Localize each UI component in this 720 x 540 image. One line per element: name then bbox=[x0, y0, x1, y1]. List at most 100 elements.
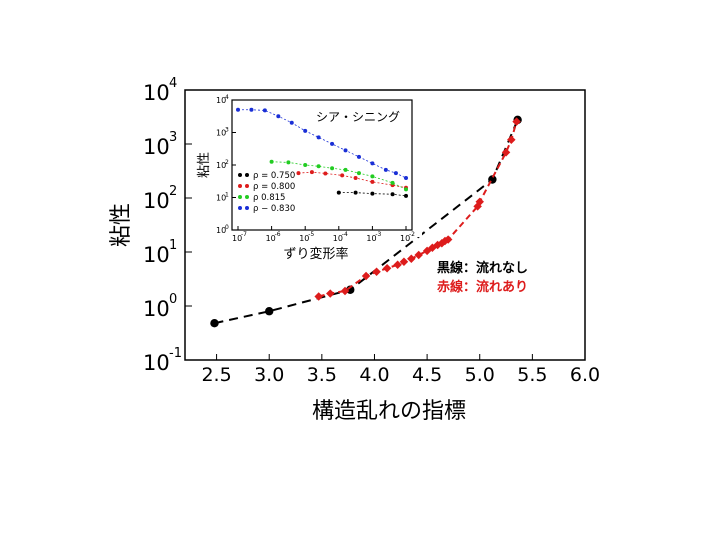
inset-legend-marker bbox=[245, 206, 249, 210]
red-data-point bbox=[314, 292, 323, 301]
inset-legend-marker bbox=[238, 206, 242, 210]
red-data-point bbox=[507, 135, 516, 144]
black-data-point bbox=[265, 307, 274, 316]
x-tick-label: 3.5 bbox=[307, 364, 337, 386]
inset-x-tick-label: 10 bbox=[266, 234, 276, 243]
inset-legend-marker bbox=[245, 173, 249, 177]
y-tick-exponent: 0 bbox=[169, 292, 177, 307]
red-data-point bbox=[393, 260, 402, 270]
main-x-label: 構造乱れの指標 bbox=[312, 399, 466, 424]
inset-x-tick-exponent: -3 bbox=[375, 231, 381, 238]
red-data-point bbox=[407, 254, 416, 263]
inset-data-point bbox=[404, 176, 408, 180]
x-tick-label: 4.5 bbox=[412, 364, 442, 386]
inset-legend-marker bbox=[238, 173, 242, 177]
inset-data-point bbox=[330, 141, 335, 146]
inset-y-label: 粘性 bbox=[197, 152, 212, 178]
inset-data-point bbox=[370, 161, 375, 166]
inset-data-point bbox=[404, 187, 408, 192]
inset-y-tick-label: 10 bbox=[216, 129, 226, 138]
inset-data-point bbox=[343, 167, 348, 172]
inset-legend-label: ρ − 0.830 bbox=[253, 204, 295, 214]
inset-data-point bbox=[356, 154, 361, 159]
x-tick-label: 6.0 bbox=[570, 364, 600, 386]
inset-data-point bbox=[370, 179, 375, 184]
red-data-point bbox=[443, 235, 453, 244]
inset-data-point bbox=[340, 173, 345, 178]
inset-data-point bbox=[303, 163, 308, 167]
inset-data-point bbox=[353, 190, 358, 195]
main-plot-frame bbox=[184, 89, 586, 361]
inset-x-tick-label: 10 bbox=[232, 234, 242, 243]
inset-x-tick-label: 10 bbox=[366, 234, 376, 243]
inset-data-point bbox=[289, 120, 294, 125]
inset-data-point bbox=[393, 171, 398, 176]
red-data-point bbox=[326, 289, 335, 298]
y-tick-label: 10 bbox=[143, 135, 170, 159]
inset-series-line bbox=[238, 109, 407, 179]
inset-legend-marker bbox=[245, 195, 249, 199]
inset-y-tick-exponent: 1 bbox=[225, 192, 229, 199]
inset-x-tick-label: 10 bbox=[299, 234, 309, 243]
inset-y-tick-exponent: 4 bbox=[225, 94, 229, 101]
inset-legend-label: ρ = 0.750 bbox=[253, 171, 295, 181]
inset-data-point bbox=[370, 174, 375, 179]
inset-data-point bbox=[236, 107, 240, 112]
red-data-point bbox=[340, 286, 350, 296]
inset-y-tick-label: 10 bbox=[216, 226, 226, 235]
y-tick-label: 10 bbox=[143, 351, 170, 375]
inset-legend-marker bbox=[238, 195, 242, 199]
y-tick-exponent: 3 bbox=[169, 130, 177, 145]
inset-data-point bbox=[383, 167, 388, 172]
inset-x-tick-exponent: -2 bbox=[409, 231, 415, 238]
black-data-point bbox=[210, 319, 219, 328]
inset-x-tick-exponent: -4 bbox=[342, 231, 348, 238]
legend-black: 黒線：流れなし bbox=[437, 260, 528, 276]
y-tick-exponent: 4 bbox=[169, 76, 177, 91]
inset-data-point bbox=[356, 171, 361, 176]
inset-legend-label: ρ 0.815 bbox=[253, 193, 285, 203]
inset-y-tick-exponent: 0 bbox=[225, 224, 229, 231]
y-tick-exponent: -1 bbox=[169, 346, 182, 361]
inset-x-tick-exponent: -5 bbox=[308, 231, 314, 238]
legend-red: 赤線：流れあり bbox=[437, 279, 528, 295]
inset-data-point bbox=[330, 166, 335, 171]
inset-x-tick-label: 10 bbox=[400, 234, 410, 243]
inset-data-point bbox=[269, 159, 274, 164]
y-tick-exponent: 2 bbox=[169, 184, 177, 199]
red-data-point bbox=[475, 197, 484, 207]
inset-data-point bbox=[296, 171, 301, 176]
inset-y-tick-exponent: 2 bbox=[225, 159, 229, 166]
inset-title: シア・シニング bbox=[316, 110, 400, 124]
inset-data-point bbox=[276, 114, 281, 119]
inset-background bbox=[200, 94, 422, 237]
y-tick-exponent: 1 bbox=[169, 238, 177, 253]
inset-data-point bbox=[336, 190, 341, 195]
inset-data-point bbox=[390, 192, 395, 197]
red-data-point bbox=[414, 250, 423, 260]
red-data-point bbox=[361, 271, 371, 281]
red-data-point bbox=[501, 148, 511, 157]
x-tick-label: 5.5 bbox=[517, 364, 547, 386]
red-data-point bbox=[382, 264, 392, 273]
inset-series-line bbox=[271, 161, 407, 190]
inset-x-tick-exponent: -7 bbox=[241, 231, 247, 238]
red-data-point bbox=[372, 267, 381, 277]
inset-x-tick-label: 10 bbox=[333, 234, 343, 243]
inset-y-tick-label: 10 bbox=[216, 96, 226, 105]
red-data-point bbox=[399, 257, 409, 266]
inset-data-point bbox=[316, 164, 321, 169]
inset-x-label: ずり変形率 bbox=[283, 246, 348, 262]
y-tick-label: 10 bbox=[143, 297, 170, 321]
y-tick-label: 10 bbox=[143, 81, 170, 105]
inset-y-tick-exponent: 3 bbox=[225, 127, 229, 134]
inset-data-point bbox=[309, 170, 314, 175]
inset-y-tick-label: 10 bbox=[216, 161, 226, 170]
inset-data-point bbox=[323, 171, 328, 176]
inset-legend-label: ρ = 0.800 bbox=[253, 182, 295, 192]
inset-data-point bbox=[249, 107, 254, 112]
inset-data-point bbox=[286, 160, 291, 165]
inset-legend-marker bbox=[238, 184, 242, 188]
inset-data-point bbox=[303, 128, 308, 133]
x-tick-label: 3.0 bbox=[254, 364, 284, 386]
